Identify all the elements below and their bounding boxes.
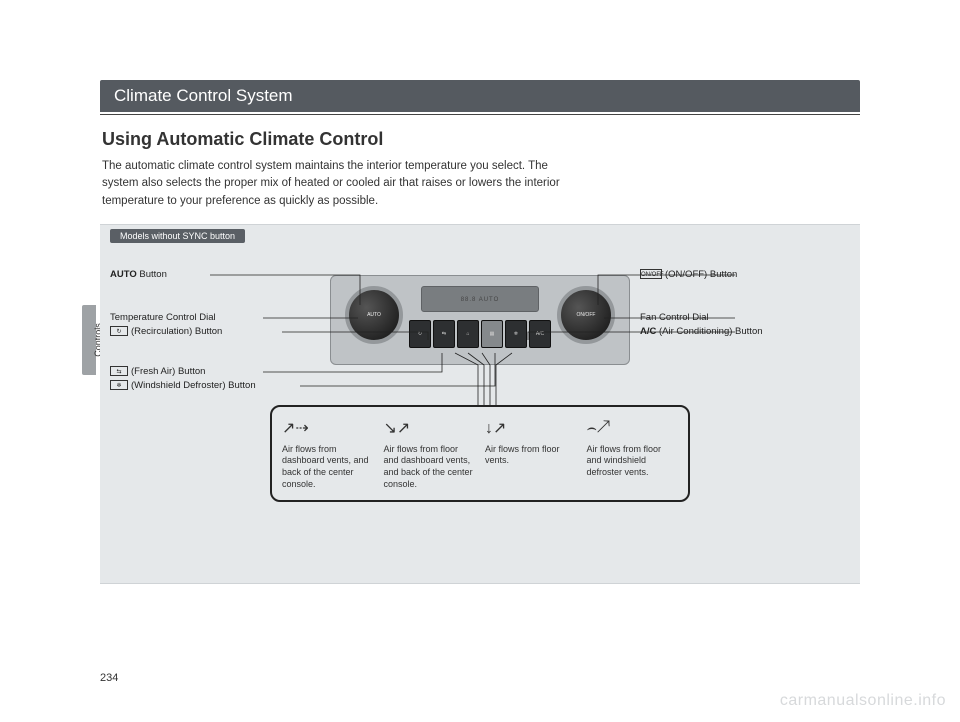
fan-dial[interactable]: ON/OFF bbox=[557, 286, 615, 344]
fresh-air-icon: ⇆ bbox=[110, 366, 128, 376]
label-recirculation: ↻(Recirculation) Button bbox=[110, 326, 222, 337]
section-intro: The automatic climate control system mai… bbox=[102, 158, 582, 210]
mode-button[interactable]: ⌂ bbox=[457, 320, 479, 348]
airflow-modes-box: ↗⇢ Air flows from dashboard vents, and b… bbox=[270, 405, 690, 503]
mode-floor: ↓↗ Air flows from floor vents. bbox=[485, 419, 577, 491]
mode-floor-dashboard: ↘↗ Air flows from floor and dashboard ve… bbox=[384, 419, 476, 491]
mode-floor-dashboard-icon: ↘↗ bbox=[384, 419, 476, 440]
ac-button[interactable]: A/C bbox=[529, 320, 551, 348]
title-text: Climate Control System bbox=[114, 86, 293, 105]
onoff-dial-label: ON/OFF bbox=[561, 312, 611, 318]
climate-control-panel: AUTO 88.8 AUTO ↻ ⇆ ⌂ ▦ ❄ A/C ON/OFF bbox=[330, 275, 630, 365]
mode-dashboard-text: Air flows from dashboard vents, and back… bbox=[282, 444, 369, 489]
button-row: ↻ ⇆ ⌂ ▦ ❄ A/C bbox=[409, 320, 551, 348]
label-fresh-air: ⇆(Fresh Air) Button bbox=[110, 366, 205, 377]
label-fresh-text: (Fresh Air) Button bbox=[131, 366, 205, 377]
mode-floor-icon: ↓↗ bbox=[485, 419, 577, 440]
temperature-dial[interactable]: AUTO bbox=[345, 286, 403, 344]
defrost-button[interactable]: ❄ bbox=[505, 320, 527, 348]
section-heading: Using Automatic Climate Control bbox=[102, 129, 860, 150]
label-defrost-text: (Windshield Defroster) Button bbox=[131, 380, 256, 391]
watermark: carmanualsonline.info bbox=[780, 692, 946, 710]
label-ac-button: A/C (Air Conditioning) Button bbox=[640, 326, 763, 337]
label-temperature-dial: Temperature Control Dial bbox=[110, 312, 216, 323]
label-auto-button: AUTO Button bbox=[110, 269, 167, 280]
center-button[interactable]: ▦ bbox=[481, 320, 503, 348]
auto-dial-label: AUTO bbox=[349, 312, 399, 318]
recirculation-button[interactable]: ↻ bbox=[409, 320, 431, 348]
page-number: 234 bbox=[100, 672, 118, 684]
mode-floor-text: Air flows from floor vents. bbox=[485, 444, 560, 466]
mode-floor-defrost-text: Air flows from floor and windshield defr… bbox=[587, 444, 662, 477]
mode-dashboard: ↗⇢ Air flows from dashboard vents, and b… bbox=[282, 419, 374, 491]
label-recirc-text: (Recirculation) Button bbox=[131, 326, 222, 337]
model-tag: Models without SYNC button bbox=[110, 229, 245, 243]
mode-floor-defrost: ⌢↗ Air flows from floor and windshield d… bbox=[587, 419, 679, 491]
fresh-air-button[interactable]: ⇆ bbox=[433, 320, 455, 348]
label-auto-bold: AUTO bbox=[110, 269, 137, 280]
label-ac-rest: (Air Conditioning) Button bbox=[656, 326, 762, 337]
title-bar: Climate Control System bbox=[100, 80, 860, 112]
figure-area: Models without SYNC button AUTO 88.8 AUT… bbox=[100, 224, 860, 584]
defroster-icon: ❄ bbox=[110, 380, 128, 390]
onoff-icon: ON/OFF bbox=[640, 269, 662, 279]
climate-display: 88.8 AUTO bbox=[421, 286, 539, 312]
page-content: Climate Control System Using Automatic C… bbox=[100, 80, 860, 584]
mode-dashboard-icon: ↗⇢ bbox=[282, 419, 374, 440]
mode-floor-dashboard-text: Air flows from floor and dashboard vents… bbox=[384, 444, 473, 489]
label-fan-dial: Fan Control Dial bbox=[640, 312, 709, 323]
label-auto-rest: Button bbox=[137, 269, 167, 280]
side-tab: Controls bbox=[82, 305, 96, 375]
mode-floor-defrost-icon: ⌢↗ bbox=[587, 419, 679, 440]
recirculation-icon: ↻ bbox=[110, 326, 128, 336]
label-onoff-button: ON/OFF(ON/OFF) Button bbox=[640, 269, 737, 280]
title-divider bbox=[100, 114, 860, 115]
label-defroster: ❄(Windshield Defroster) Button bbox=[110, 380, 256, 391]
label-ac-bold: A/C bbox=[640, 326, 656, 337]
label-onoff-text: (ON/OFF) Button bbox=[665, 269, 737, 280]
